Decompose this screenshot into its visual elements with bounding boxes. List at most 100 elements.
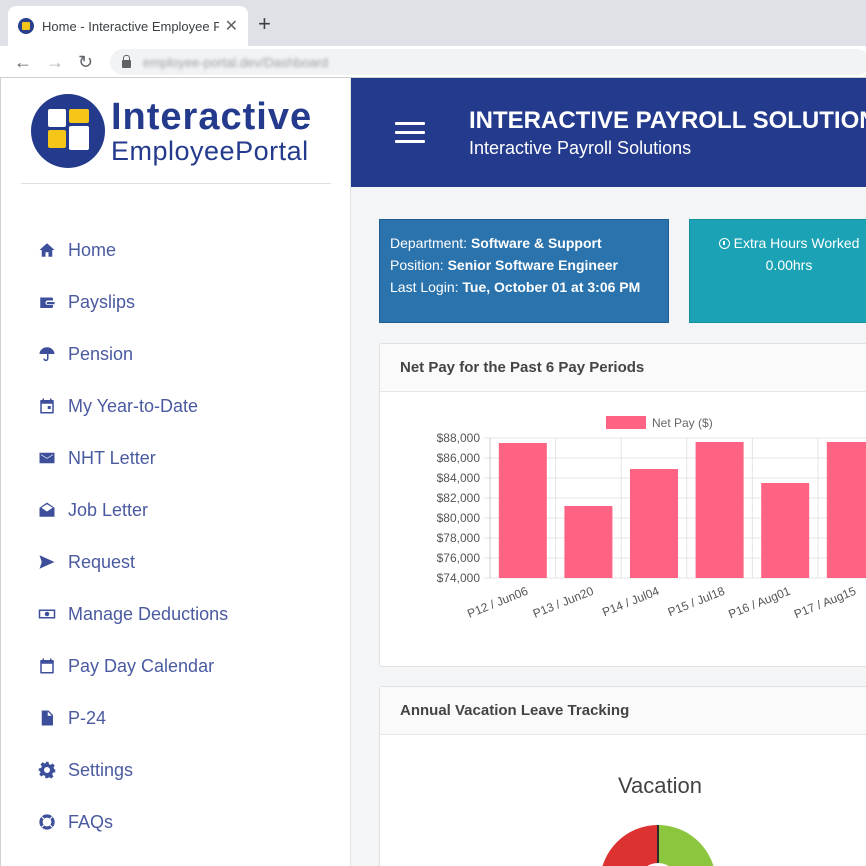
bar-1 <box>498 443 547 578</box>
sidebar-item-label: Request <box>68 551 136 572</box>
net-pay-panel-title: Net Pay for the Past 6 Pay Periods <box>380 344 866 392</box>
mail-icon <box>38 449 56 467</box>
sidebar-item-p24[interactable]: P-24 <box>1 692 351 744</box>
y-tick-label: $86,000 <box>437 451 481 465</box>
logo-mark-icon <box>31 94 105 168</box>
logo-text-line1: Interactive <box>111 95 313 138</box>
money-icon <box>38 605 56 623</box>
clock-icon <box>718 238 730 249</box>
y-tick-label: $82,000 <box>437 491 481 505</box>
bar-3 <box>630 469 678 578</box>
forward-arrow-icon[interactable]: → <box>46 52 64 72</box>
x-tick-label: P12 / Jun06 <box>465 584 530 621</box>
sidebar-item-label: NHT Letter <box>68 447 156 468</box>
y-tick-label: $88,000 <box>437 431 481 445</box>
app-header: INTERACTIVE PAYROLL SOLUTIONS Interactiv… <box>351 78 866 187</box>
portal-favicon-icon <box>18 18 34 34</box>
vacation-panel: Annual Vacation Leave Tracking Vacation <box>379 686 866 866</box>
main-content: Department: Software & Support Position:… <box>351 187 866 866</box>
file-icon <box>38 709 56 727</box>
last-login-value: Tue, October 01 at 3:06 PM <box>462 279 641 295</box>
x-tick-label: P14 / Jul04 <box>600 584 661 620</box>
sidebar-item-label: Payslips <box>68 291 136 312</box>
portal-logo[interactable]: Interactive EmployeePortal <box>31 94 312 168</box>
sidebar-item-job-letter[interactable]: Job Letter <box>1 484 351 536</box>
close-tab-icon[interactable]: ✕ <box>224 18 238 35</box>
vacation-gauge <box>602 825 714 866</box>
sidebar-item-faqs[interactable]: FAQs <box>1 796 351 848</box>
sidebar-menu: Home Payslips Pension My Year-to-Date NH… <box>1 224 351 848</box>
position-label: Position: <box>390 257 444 273</box>
sidebar-item-label: Manage Deductions <box>68 603 229 624</box>
position-value: Senior Software Engineer <box>447 257 618 273</box>
y-tick-label: $74,000 <box>437 571 481 585</box>
y-tick-label: $80,000 <box>437 511 481 525</box>
sidebar-item-home[interactable]: Home <box>1 224 351 276</box>
sidebar-item-label: My Year-to-Date <box>68 395 199 416</box>
bar-2 <box>564 506 613 578</box>
last-login-label: Last Login: <box>390 279 459 295</box>
sidebar-item-label: P-24 <box>68 707 107 728</box>
back-arrow-icon[interactable]: ← <box>14 52 32 72</box>
hamburger-menu-icon[interactable] <box>395 122 425 144</box>
sidebar-item-settings[interactable]: Settings <box>1 744 351 796</box>
sidebar-item-label: Pay Day Calendar <box>68 655 215 676</box>
vacation-chart-title: Vacation <box>618 773 702 798</box>
umbrella-icon <box>38 345 56 363</box>
bar-5 <box>761 483 810 578</box>
sidebar-item-label: Home <box>68 239 117 260</box>
y-tick-label: $76,000 <box>437 551 481 565</box>
vacation-panel-title: Annual Vacation Leave Tracking <box>380 687 866 735</box>
gauge-remaining-segment <box>658 825 714 866</box>
net-pay-panel: Net Pay for the Past 6 Pay Periods $74,0… <box>379 343 866 667</box>
logo-text-line2: EmployeePortal <box>111 135 309 166</box>
net-pay-chart: $74,000 $76,000 $78,000 $80,000 $82,000 $84,0… <box>437 416 866 622</box>
x-tick-label: P17 / Aug15 <box>792 584 858 622</box>
browser-tabbar: Home - Interactive Employee Portal ✕ + <box>0 0 866 46</box>
lifebuoy-icon <box>38 813 56 831</box>
tab-title: Home - Interactive Employee Portal <box>42 18 219 34</box>
y-tick-label: $78,000 <box>437 531 481 545</box>
calendar-icon <box>38 657 56 675</box>
lock-icon <box>122 55 131 68</box>
sidebar-item-year-to-date[interactable]: My Year-to-Date <box>1 380 351 432</box>
reload-icon[interactable]: ↻ <box>78 52 94 72</box>
sidebar-item-request[interactable]: Request <box>1 536 351 588</box>
bar-4 <box>695 442 744 578</box>
extra-hours-card: Extra Hours Worked 0.00hrs <box>689 219 866 323</box>
browser-tab[interactable]: Home - Interactive Employee Portal ✕ <box>8 6 248 46</box>
extra-hours-label: Extra Hours Worked <box>733 235 860 251</box>
x-tick-label: P15 / Jul18 <box>666 584 727 620</box>
wallet-icon <box>38 293 56 311</box>
y-tick-label: $84,000 <box>437 471 481 485</box>
browser-toolbar: ← → ↻ employee-portal.dev/Dashboard <box>0 46 866 78</box>
sidebar-item-label: FAQs <box>68 811 114 832</box>
sidebar-item-label: Settings <box>68 759 134 780</box>
sidebar-item-pay-day-calendar[interactable]: Pay Day Calendar <box>1 640 351 692</box>
x-tick-label: P16 / Aug01 <box>726 584 792 622</box>
address-bar[interactable]: employee-portal.dev/Dashboard <box>110 49 866 75</box>
sidebar-item-manage-deductions[interactable]: Manage Deductions <box>1 588 351 640</box>
sidebar-item-label: Pension <box>68 343 134 364</box>
sidebar-item-pension[interactable]: Pension <box>1 328 351 380</box>
url-text[interactable]: employee-portal.dev/Dashboard <box>143 54 328 70</box>
envelope-open-icon <box>38 501 56 519</box>
send-icon <box>38 553 56 571</box>
extra-hours-value: 0.00hrs <box>765 257 813 273</box>
calendar-icon <box>38 397 56 415</box>
sidebar-item-label: Job Letter <box>68 499 149 520</box>
legend-swatch <box>606 416 646 429</box>
legend-label: Net Pay ($) <box>652 416 713 430</box>
department-label: Department: <box>390 235 468 251</box>
bar-6 <box>826 442 866 578</box>
employee-info-card: Department: Software & Support Position:… <box>379 219 669 323</box>
sidebar: Interactive EmployeePortal Home Payslips… <box>0 78 351 866</box>
sidebar-item-nht-letter[interactable]: NHT Letter <box>1 432 351 484</box>
gauge-used-segment <box>602 825 658 866</box>
sidebar-divider <box>21 183 331 184</box>
new-tab-icon[interactable]: + <box>258 11 271 36</box>
sidebar-item-payslips[interactable]: Payslips <box>1 276 351 328</box>
department-value: Software & Support <box>470 235 602 251</box>
home-icon <box>38 241 56 259</box>
page-subtitle: Interactive Payroll Solutions <box>469 138 692 158</box>
